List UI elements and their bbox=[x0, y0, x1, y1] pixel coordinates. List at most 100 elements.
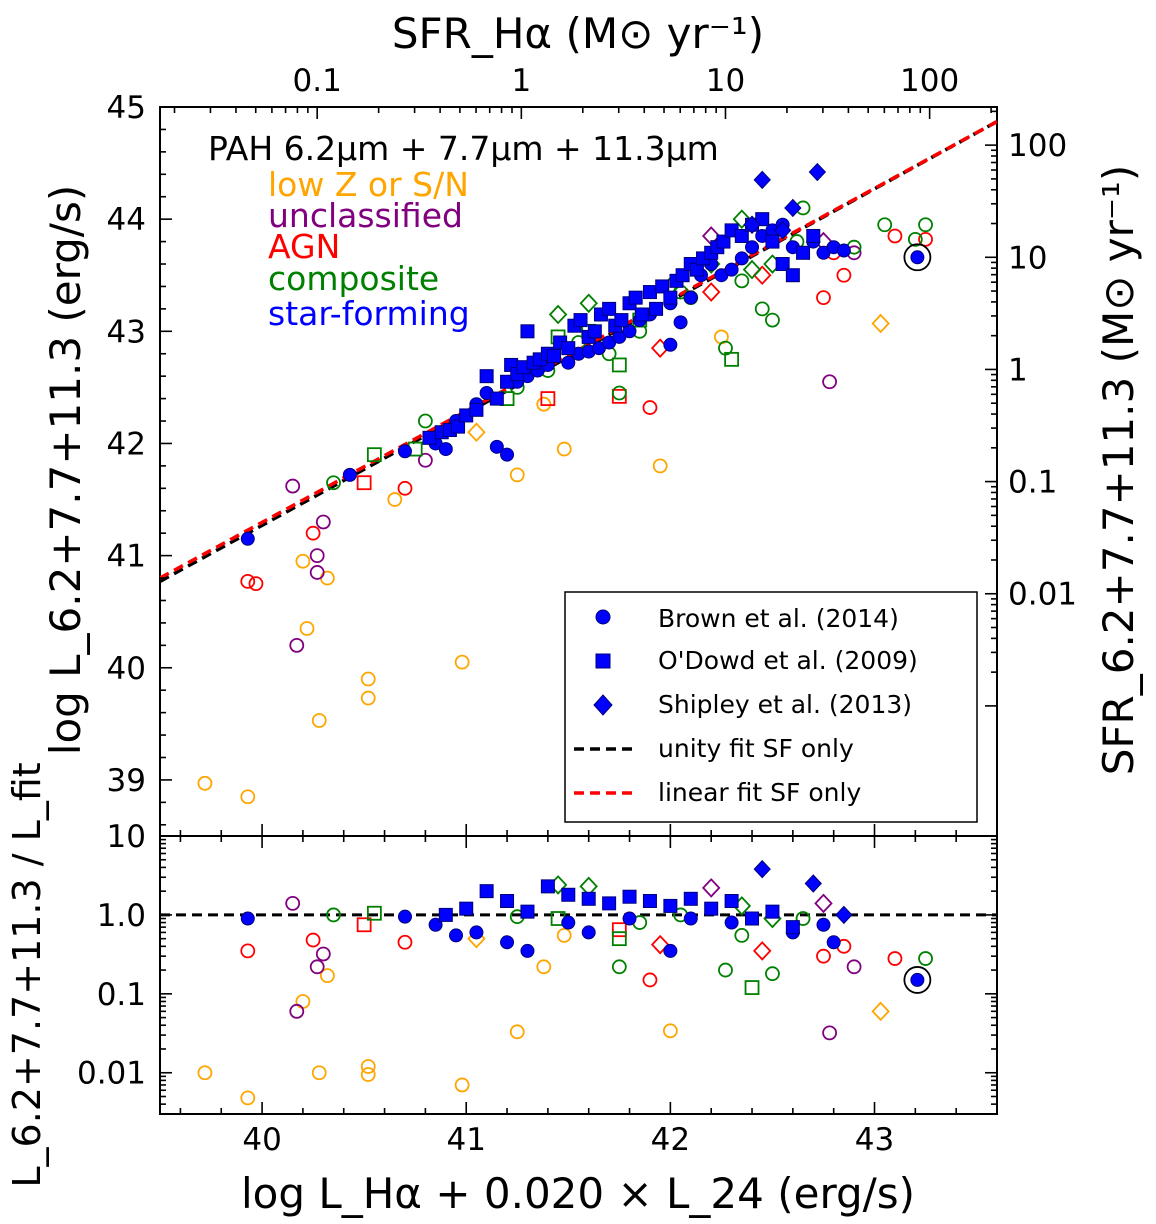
data-point-star-forming-square bbox=[745, 911, 760, 926]
data-point-star-forming-circle bbox=[561, 355, 576, 370]
data-point-composite-circle bbox=[918, 217, 933, 233]
data-point-star-forming-square bbox=[479, 884, 494, 899]
data-point-star-forming-square bbox=[704, 901, 719, 916]
legend-box bbox=[564, 591, 978, 823]
data-point-star-forming-square bbox=[683, 891, 698, 906]
data-point-star-forming-square bbox=[806, 228, 821, 243]
data-point-composite-circle bbox=[754, 301, 770, 317]
data-point-star-forming-diamond bbox=[773, 221, 792, 240]
y-tick-label: 40 bbox=[107, 651, 146, 687]
data-point-agn-diamond bbox=[701, 282, 721, 302]
data-point-agn-circle bbox=[248, 576, 264, 592]
legend-label-odowd: O'Dowd et al. (2009) bbox=[658, 646, 918, 675]
residual-y-tick-label: 0.01 bbox=[77, 1056, 146, 1092]
data-point-low-z-or-s-n-circle bbox=[556, 928, 572, 943]
data-point-low-z-or-s-n-circle bbox=[652, 458, 668, 474]
data-point-composite-square bbox=[611, 357, 627, 373]
legend-label-linear: linear fit SF only bbox=[658, 778, 861, 807]
data-point-low-z-or-s-n-circle bbox=[319, 968, 335, 984]
data-point-star-forming-circle bbox=[489, 439, 504, 454]
data-point-star-forming-square bbox=[765, 904, 780, 919]
data-point-low-z-or-s-n-circle bbox=[509, 1024, 525, 1040]
data-point-composite-circle bbox=[718, 962, 733, 978]
data-point-star-forming-circle bbox=[449, 928, 464, 943]
data-point-star-forming-square bbox=[634, 307, 649, 322]
data-point-star-forming-square bbox=[561, 887, 576, 902]
data-point-star-forming-square bbox=[587, 324, 602, 339]
y-tick-label: 42 bbox=[107, 426, 146, 462]
data-point-star-forming-square bbox=[451, 419, 466, 434]
data-point-star-forming-diamond bbox=[743, 215, 761, 234]
data-point-low-z-or-s-n-circle bbox=[299, 621, 315, 636]
data-point-agn-circle bbox=[918, 231, 933, 247]
data-point-agn-square bbox=[356, 475, 372, 491]
data-point-composite-circle bbox=[765, 312, 780, 328]
data-point-low-z-or-s-n-circle bbox=[360, 690, 376, 706]
residual-y-tick-label: 0.1 bbox=[97, 977, 146, 1013]
data-point-star-forming-circle bbox=[240, 531, 255, 546]
data-point-star-forming-circle bbox=[397, 444, 412, 459]
data-point-star-forming-diamond bbox=[753, 170, 771, 190]
y-tick-label: 41 bbox=[107, 539, 146, 575]
legend-label-unity: unity fit SF only bbox=[658, 734, 854, 763]
data-point-composite-circle bbox=[907, 231, 923, 247]
data-point-star-forming-circle bbox=[663, 943, 678, 958]
legend-marker-diamond bbox=[593, 694, 613, 716]
data-point-low-z-or-s-n-circle bbox=[311, 713, 327, 728]
data-point-star-forming-square bbox=[649, 301, 664, 316]
data-point-star-forming-square bbox=[422, 430, 437, 445]
data-point-low-z-or-s-n-circle bbox=[240, 1090, 256, 1106]
data-point-unclassified-circle bbox=[309, 959, 325, 975]
data-point-composite-circle bbox=[326, 907, 341, 923]
data-point-star-forming-square bbox=[642, 285, 657, 300]
data-point-star-forming-diamond bbox=[808, 162, 827, 182]
data-point-star-forming-square bbox=[540, 879, 555, 894]
axis-ticks: 40 41 42 43 39 40 41 42 43 44 45 0.1 1 10 100 0.01 0.1 1 1… bbox=[77, 63, 1077, 1158]
data-point-star-forming-circle bbox=[622, 911, 637, 926]
data-point-low-z-or-s-n-diamond bbox=[871, 1001, 890, 1022]
data-point-composite-diamond bbox=[579, 293, 598, 314]
data-point-unclassified-diamond bbox=[701, 878, 721, 898]
data-point-agn-circle bbox=[240, 574, 256, 589]
right-tick-label: 0.01 bbox=[1008, 577, 1077, 613]
data-point-star-forming-circle bbox=[836, 243, 851, 258]
data-point-unclassified-circle bbox=[309, 565, 325, 580]
data-point-agn-circle bbox=[642, 972, 658, 988]
data-point-unclassified-circle bbox=[822, 374, 837, 390]
data-point-unclassified-circle bbox=[417, 452, 433, 468]
data-point-star-forming-circle bbox=[240, 911, 255, 926]
data-point-agn-circle bbox=[397, 480, 413, 496]
data-point-low-z-or-s-n-circle bbox=[360, 1059, 376, 1074]
data-point-composite-circle bbox=[611, 385, 627, 401]
highlighted-point-ring bbox=[903, 243, 932, 272]
data-point-unclassified-circle bbox=[285, 478, 301, 494]
data-point-agn-circle bbox=[816, 948, 831, 964]
main-panel-points bbox=[197, 162, 933, 805]
data-point-star-forming-circle bbox=[910, 250, 925, 265]
data-point-unclassified-circle bbox=[822, 1025, 837, 1041]
data-point-star-forming-circle bbox=[500, 447, 515, 462]
data-point-star-forming-square bbox=[438, 907, 453, 922]
top-axis-label: SFR_Hα (M⊙ yr⁻¹) bbox=[392, 9, 764, 58]
data-point-composite-circle bbox=[326, 475, 341, 491]
class-label-star-forming: star-forming bbox=[268, 294, 470, 333]
residual-panel-frame bbox=[159, 835, 998, 1115]
data-point-star-forming-circle bbox=[397, 909, 412, 924]
data-point-star-forming-square bbox=[716, 234, 731, 249]
data-point-agn-circle bbox=[887, 951, 903, 966]
data-point-star-forming-square bbox=[796, 245, 811, 260]
data-point-star-forming-square bbox=[785, 920, 800, 935]
data-point-star-forming-circle bbox=[469, 925, 484, 940]
data-point-composite-square bbox=[744, 980, 760, 995]
data-point-star-forming-square bbox=[775, 257, 790, 272]
data-point-star-forming-square bbox=[675, 268, 690, 283]
data-point-low-z-or-s-n-diamond bbox=[871, 313, 890, 334]
data-point-low-z-or-s-n-circle bbox=[360, 1067, 376, 1082]
data-point-agn-circle bbox=[887, 228, 903, 244]
top-tick-label: 100 bbox=[900, 63, 959, 99]
data-point-low-z-or-s-n-circle bbox=[536, 959, 552, 975]
data-point-composite-square bbox=[724, 351, 740, 367]
data-point-star-forming-square bbox=[602, 301, 617, 316]
residual-y-tick-label: 10 bbox=[107, 819, 146, 855]
x-tick-label: 42 bbox=[651, 1122, 690, 1158]
